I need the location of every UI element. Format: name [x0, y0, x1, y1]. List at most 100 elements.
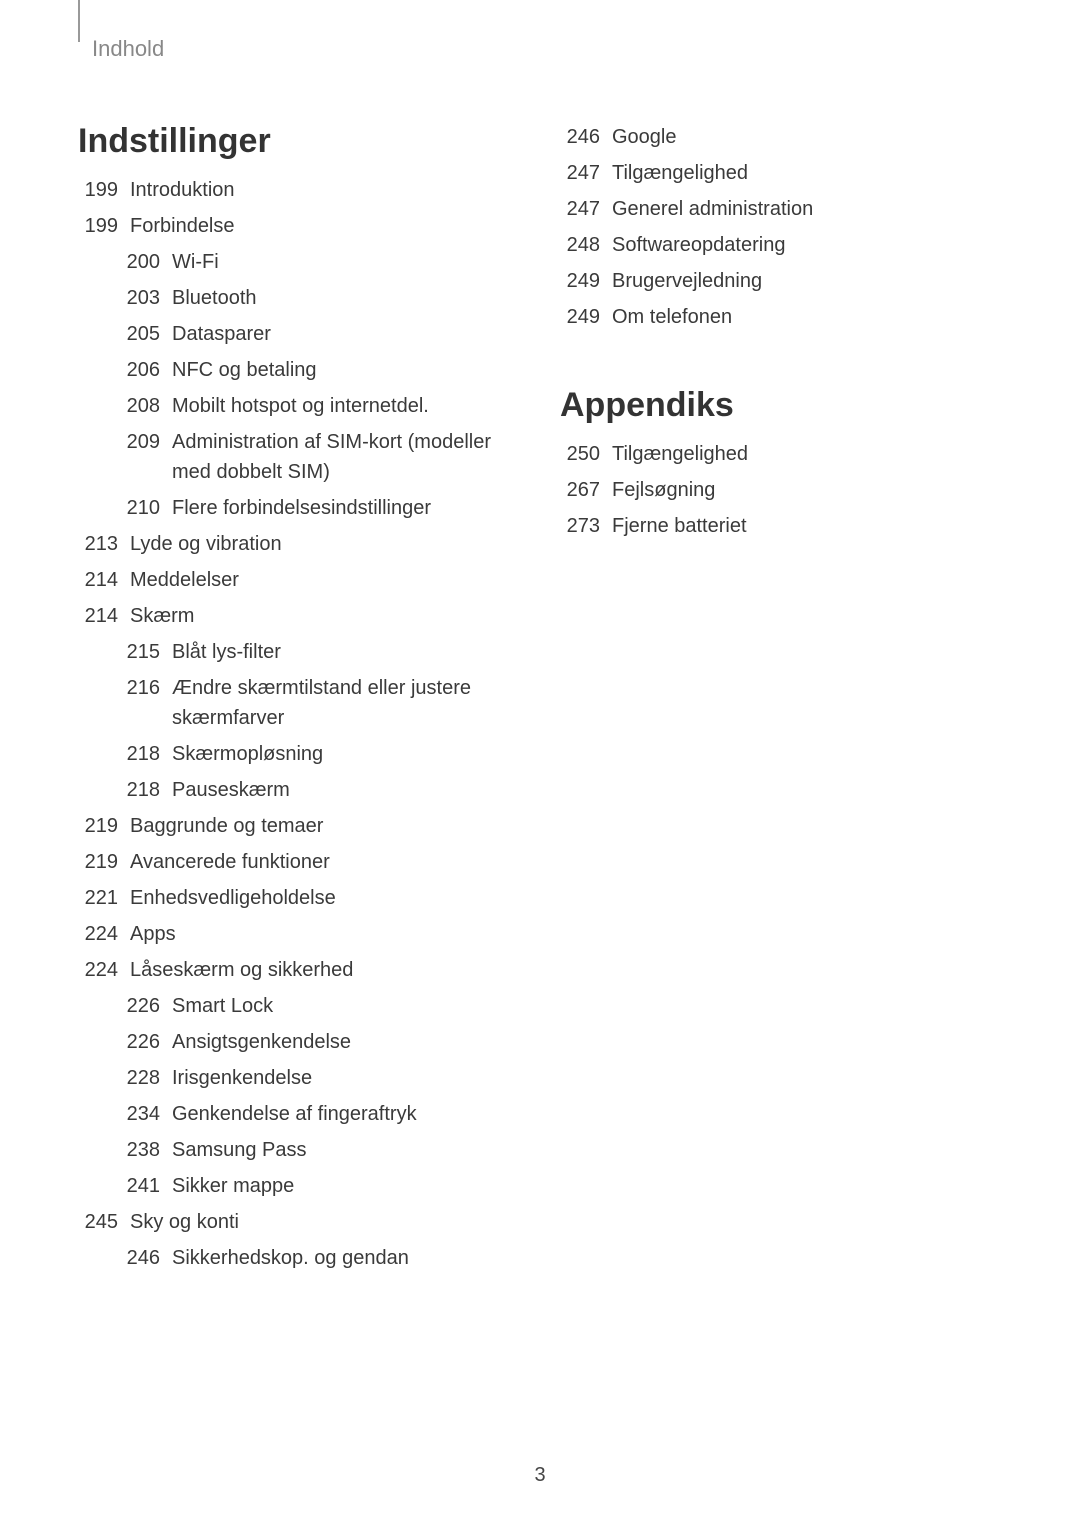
toc-entry[interactable]: 214 Skærm [78, 601, 520, 631]
toc-entry-text: Meddelelser [130, 565, 520, 595]
toc-entry[interactable]: 224Apps [78, 919, 520, 949]
toc-entry-text: Administration af SIM-kort (modeller med… [172, 427, 520, 487]
toc-entry-text: Bluetooth [172, 283, 520, 313]
toc-page-number: 248 [560, 230, 600, 260]
toc-entry[interactable]: 219Baggrunde og temaer [78, 811, 520, 841]
toc-page-number: 200 [120, 247, 160, 277]
toc-page-number: 206 [120, 355, 160, 385]
toc-entry-text: Flere forbindelsesindstillinger [172, 493, 520, 523]
toc-entry[interactable]: 228Irisgenkendelse [78, 1063, 520, 1093]
left-column: Indstillinger 199 Introduktion 199Forbinde… [78, 122, 520, 1279]
toc-entry-text: Fjerne batteriet [612, 511, 1002, 541]
toc-entry[interactable]: 247Generel administration [560, 194, 1002, 224]
toc-entry[interactable]: 208Mobilt hotspot og internetdel. [78, 391, 520, 421]
toc-entry[interactable]: 216 Ændre skærmtilstand eller justere skæ… [78, 673, 520, 733]
toc-entry[interactable]: 224 Låseskærm og sikkerhed [78, 955, 520, 985]
toc-entry[interactable]: 245Sky og konti [78, 1207, 520, 1237]
right-top-list: 246 Google 247Tilgængelighed 247Generel adm… [560, 122, 1002, 332]
header-side-bar [78, 0, 80, 42]
toc-page-number: 213 [78, 529, 118, 559]
toc-entry-text: Om telefonen [612, 302, 1002, 332]
left-toc-list: 199 Introduktion 199Forbindelse 200Wi-Fi 203… [78, 175, 520, 1273]
toc-entry[interactable]: 213 Lyde og vibration [78, 529, 520, 559]
toc-entry-text: Brugervejledning [612, 266, 1002, 296]
toc-entry[interactable]: 249Om telefonen [560, 302, 1002, 332]
toc-entry[interactable]: 267Fejlsøgning [560, 475, 1002, 505]
toc-entry[interactable]: 206 NFC og betaling [78, 355, 520, 385]
toc-entry[interactable]: 205Datasparer [78, 319, 520, 349]
toc-entry-text: Google [612, 122, 1002, 152]
toc-entry[interactable]: 218Pauseskærm [78, 775, 520, 805]
toc-entry-text: Skærmopløsning [172, 739, 520, 769]
toc-entry[interactable]: 218 Skærmopløsning [78, 739, 520, 769]
header-area: Indhold [78, 36, 1002, 62]
toc-page-number: 247 [560, 158, 600, 188]
toc-entry[interactable]: 238Samsung Pass [78, 1135, 520, 1165]
toc-page-number: 224 [78, 955, 118, 985]
columns-wrapper: Indstillinger 199 Introduktion 199Forbinde… [78, 122, 1002, 1279]
toc-entry[interactable]: 203 Bluetooth [78, 283, 520, 313]
toc-page-number: 199 [78, 175, 118, 205]
toc-entry-text: Ansigtsgenkendelse [172, 1027, 520, 1057]
toc-entry[interactable]: 219Avancerede funktioner [78, 847, 520, 877]
section-title-indstillinger: Indstillinger [78, 122, 520, 161]
toc-entry-text: Tilgængelighed [612, 439, 1002, 469]
toc-page-number: 228 [120, 1063, 160, 1093]
toc-entry[interactable]: 247Tilgængelighed [560, 158, 1002, 188]
toc-entry[interactable]: 200Wi-Fi [78, 247, 520, 277]
toc-entry[interactable]: 241 Sikker mappe [78, 1171, 520, 1201]
toc-page-number: 246 [560, 122, 600, 152]
toc-entry-text: Sikker mappe [172, 1171, 520, 1201]
toc-page-number: 241 [120, 1171, 160, 1201]
toc-page-number: 203 [120, 283, 160, 313]
toc-entry-text: Sikkerhedskop. og gendan [172, 1243, 520, 1273]
toc-entry[interactable]: 273 Fjerne batteriet [560, 511, 1002, 541]
toc-page-number: 273 [560, 511, 600, 541]
toc-entry[interactable]: 226 Smart Lock [78, 991, 520, 1021]
toc-entry[interactable]: 214Meddelelser [78, 565, 520, 595]
toc-page-number: 226 [120, 1027, 160, 1057]
toc-entry-text: Låseskærm og sikkerhed [130, 955, 520, 985]
toc-page-number: 216 [120, 673, 160, 733]
toc-entry[interactable]: 226 Ansigtsgenkendelse [78, 1027, 520, 1057]
toc-entry[interactable]: 209 Administration af SIM-kort (modeller … [78, 427, 520, 487]
toc-entry[interactable]: 248 Softwareopdatering [560, 230, 1002, 260]
toc-entry[interactable]: 199 Introduktion [78, 175, 520, 205]
toc-entry[interactable]: 234Genkendelse af fingeraftryk [78, 1099, 520, 1129]
toc-page-number: 214 [78, 601, 118, 631]
toc-entry[interactable]: 246 Google [560, 122, 1002, 152]
toc-entry[interactable]: 210Flere forbindelsesindstillinger [78, 493, 520, 523]
toc-page-number: 219 [78, 811, 118, 841]
toc-page-number: 249 [560, 266, 600, 296]
toc-entry-text: Introduktion [130, 175, 520, 205]
page-container: Indhold Indstillinger 199Introduktion199… [0, 0, 1080, 1279]
toc-page-number: 226 [120, 991, 160, 1021]
toc-entry[interactable]: 215Blåt lys-filter [78, 637, 520, 667]
toc-entry[interactable]: 221Enhedsvedligeholdelse [78, 883, 520, 913]
right-toc-list: 250Tilgængelighed 267Fejlsøgning 273 Fjerne… [560, 439, 1002, 541]
toc-entry-text: Blåt lys-filter [172, 637, 520, 667]
toc-entry[interactable]: 246Sikkerhedskop. og gendan [78, 1243, 520, 1273]
toc-entry-text: Skærm [130, 601, 520, 631]
toc-entry-text: NFC og betaling [172, 355, 520, 385]
toc-entry-text: Sky og konti [130, 1207, 520, 1237]
toc-entry-text: Lyde og vibration [130, 529, 520, 559]
toc-entry-text: Softwareopdatering [612, 230, 1002, 260]
toc-page-number: 221 [78, 883, 118, 913]
toc-entry-text: Genkendelse af fingeraftryk [172, 1099, 520, 1129]
toc-entry-text: Avancerede funktioner [130, 847, 520, 877]
right-column: 246Google247Tilgængelighed247Generel adm… [560, 122, 1002, 1279]
toc-page-number: 218 [120, 739, 160, 769]
toc-page-number: 205 [120, 319, 160, 349]
toc-entry[interactable]: 199Forbindelse [78, 211, 520, 241]
toc-entry[interactable]: 249 Brugervejledning [560, 266, 1002, 296]
toc-entry-text: Smart Lock [172, 991, 520, 1021]
toc-page-number: 209 [120, 427, 160, 487]
section-title-appendiks: Appendiks [560, 386, 1002, 425]
section-gap [560, 338, 1002, 386]
toc-entry-text: Pauseskærm [172, 775, 520, 805]
toc-entry-text: Ændre skærmtilstand eller justere skærmf… [172, 673, 520, 733]
breadcrumb: Indhold [92, 36, 164, 62]
toc-page-number: 208 [120, 391, 160, 421]
toc-entry[interactable]: 250Tilgængelighed [560, 439, 1002, 469]
